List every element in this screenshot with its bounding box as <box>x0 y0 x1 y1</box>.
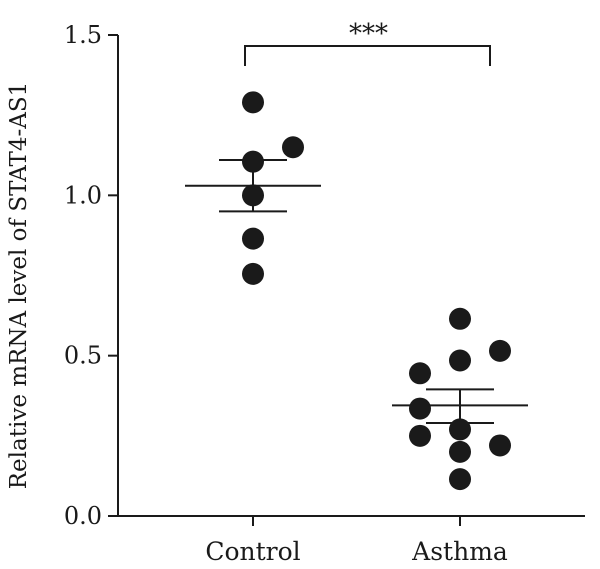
data-point <box>449 307 471 330</box>
error-bars <box>185 159 528 425</box>
axes <box>117 35 585 517</box>
data-point <box>282 136 304 159</box>
data-point <box>242 227 264 250</box>
data-point <box>409 362 431 385</box>
significance-bracket: *** <box>244 19 491 66</box>
data-point <box>449 468 471 491</box>
y-tick-label: 1.5 <box>64 21 102 49</box>
data-points <box>242 91 511 491</box>
y-axis-label: Relative mRNA level of STAT4-AS1 <box>6 82 32 490</box>
x-category-label: Asthma <box>411 537 508 566</box>
data-point <box>242 262 264 285</box>
y-tick-label: 0.5 <box>64 342 102 370</box>
data-point <box>409 397 431 420</box>
data-point <box>449 349 471 372</box>
y-tick-label: 0.0 <box>64 502 102 530</box>
data-point <box>409 424 431 447</box>
significance-label: *** <box>349 19 388 49</box>
x-category-label: Control <box>205 537 300 566</box>
data-point <box>449 440 471 463</box>
y-ticks: 0.0 0.5 1.0 1.5 <box>64 21 118 530</box>
data-point <box>242 91 264 114</box>
data-point <box>242 184 264 207</box>
data-point <box>489 434 511 457</box>
data-point <box>242 150 264 173</box>
x-category-labels: Control Asthma <box>205 516 508 566</box>
bracket-line <box>244 45 491 66</box>
data-point <box>449 418 471 441</box>
y-tick-label: 1.0 <box>64 181 102 209</box>
data-point <box>489 339 511 362</box>
